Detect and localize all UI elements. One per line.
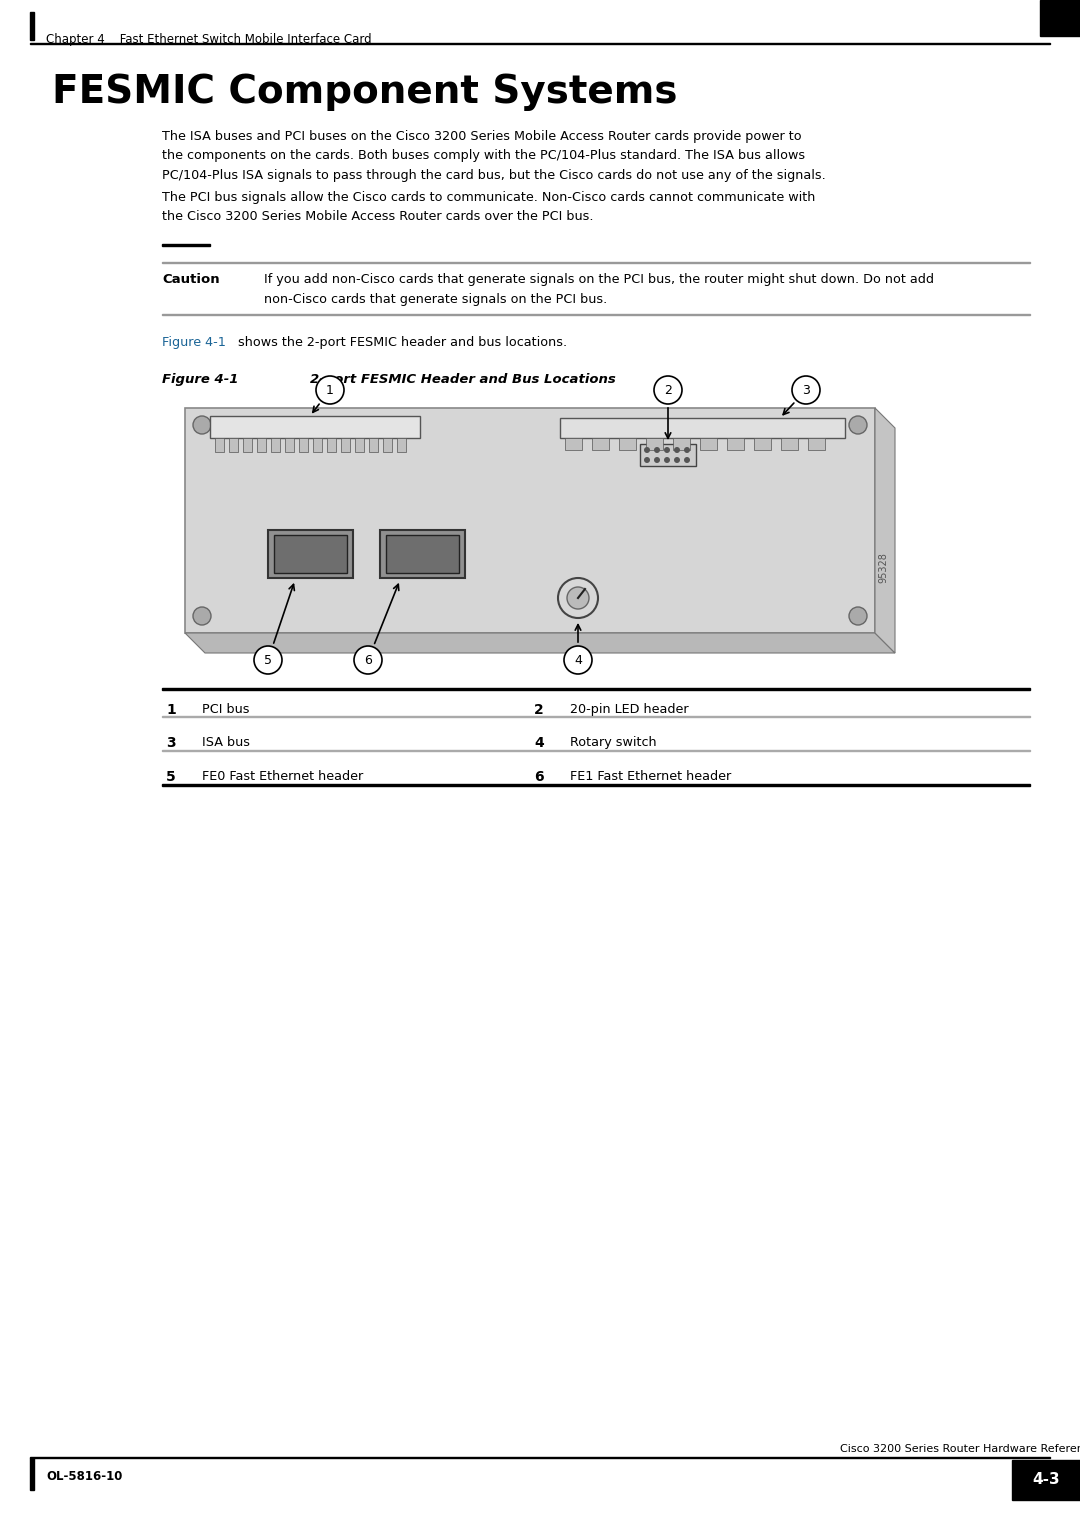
Text: FE0 Fast Ethernet header: FE0 Fast Ethernet header bbox=[202, 770, 363, 782]
Bar bbox=[754, 439, 771, 451]
Circle shape bbox=[644, 448, 650, 452]
Bar bbox=[274, 535, 347, 573]
Bar bbox=[700, 439, 717, 451]
Circle shape bbox=[354, 646, 382, 674]
Text: Figure 4-1: Figure 4-1 bbox=[162, 373, 239, 387]
Bar bbox=[229, 439, 238, 452]
Circle shape bbox=[567, 587, 589, 610]
Text: 95328: 95328 bbox=[878, 553, 888, 584]
Text: Cisco 3200 Series Router Hardware Reference: Cisco 3200 Series Router Hardware Refere… bbox=[840, 1444, 1080, 1455]
Circle shape bbox=[684, 457, 690, 463]
Bar bbox=[162, 784, 1030, 785]
Bar bbox=[640, 445, 696, 466]
Polygon shape bbox=[185, 408, 875, 633]
Circle shape bbox=[849, 607, 867, 625]
Circle shape bbox=[564, 646, 592, 674]
Bar bbox=[30, 12, 33, 40]
Text: 2: 2 bbox=[664, 384, 672, 396]
Circle shape bbox=[654, 457, 660, 463]
Text: 2-port FESMIC Header and Bus Locations: 2-port FESMIC Header and Bus Locations bbox=[310, 373, 616, 387]
Bar bbox=[561, 419, 845, 439]
Bar bbox=[215, 439, 224, 452]
Bar bbox=[673, 439, 690, 451]
Bar bbox=[341, 439, 350, 452]
Bar bbox=[808, 439, 825, 451]
Bar bbox=[380, 530, 465, 578]
Circle shape bbox=[193, 607, 211, 625]
Text: FESMIC Component Systems: FESMIC Component Systems bbox=[52, 73, 677, 112]
Text: 2: 2 bbox=[534, 703, 543, 717]
Bar bbox=[271, 439, 280, 452]
Text: Figure 4-1: Figure 4-1 bbox=[162, 336, 226, 348]
Bar bbox=[1012, 1459, 1080, 1500]
Text: 6: 6 bbox=[534, 770, 543, 784]
Circle shape bbox=[644, 457, 650, 463]
Bar bbox=[162, 243, 210, 246]
Text: shows the 2-port FESMIC header and bus locations.: shows the 2-port FESMIC header and bus l… bbox=[234, 336, 567, 348]
Bar bbox=[210, 416, 420, 439]
Text: 1: 1 bbox=[326, 384, 334, 396]
Text: 5: 5 bbox=[264, 654, 272, 666]
Text: 3: 3 bbox=[802, 384, 810, 396]
Text: PCI bus: PCI bus bbox=[202, 703, 249, 717]
Bar bbox=[313, 439, 322, 452]
Circle shape bbox=[674, 457, 680, 463]
Circle shape bbox=[674, 448, 680, 452]
Text: 6: 6 bbox=[364, 654, 372, 666]
Text: FE1 Fast Ethernet header: FE1 Fast Ethernet header bbox=[570, 770, 731, 782]
Circle shape bbox=[558, 578, 598, 617]
Text: Chapter 4    Fast Ethernet Switch Mobile Interface Card: Chapter 4 Fast Ethernet Switch Mobile In… bbox=[46, 34, 372, 46]
Text: non-Cisco cards that generate signals on the PCI bus.: non-Cisco cards that generate signals on… bbox=[264, 293, 607, 306]
Bar bbox=[565, 439, 582, 451]
Polygon shape bbox=[875, 408, 895, 652]
Circle shape bbox=[654, 448, 660, 452]
Bar bbox=[268, 530, 353, 578]
Bar bbox=[355, 439, 364, 452]
Text: the Cisco 3200 Series Mobile Access Router cards over the PCI bus.: the Cisco 3200 Series Mobile Access Rout… bbox=[162, 211, 594, 223]
Circle shape bbox=[254, 646, 282, 674]
Bar bbox=[327, 439, 336, 452]
Text: PC/104-Plus ISA signals to pass through the card bus, but the Cisco cards do not: PC/104-Plus ISA signals to pass through … bbox=[162, 170, 826, 182]
Circle shape bbox=[849, 416, 867, 434]
Bar bbox=[386, 535, 459, 573]
Text: ISA bus: ISA bus bbox=[202, 736, 249, 749]
Bar bbox=[383, 439, 392, 452]
Bar bbox=[781, 439, 798, 451]
Text: The PCI bus signals allow the Cisco cards to communicate. Non-Cisco cards cannot: The PCI bus signals allow the Cisco card… bbox=[162, 191, 815, 205]
Text: 1: 1 bbox=[166, 703, 176, 717]
Bar bbox=[397, 439, 406, 452]
Bar bbox=[592, 439, 609, 451]
Circle shape bbox=[664, 457, 670, 463]
Text: 4: 4 bbox=[575, 654, 582, 666]
Circle shape bbox=[654, 376, 681, 403]
Text: The ISA buses and PCI buses on the Cisco 3200 Series Mobile Access Router cards : The ISA buses and PCI buses on the Cisco… bbox=[162, 130, 801, 144]
Text: 4: 4 bbox=[534, 736, 543, 750]
Bar bbox=[646, 439, 663, 451]
Bar bbox=[243, 439, 252, 452]
Text: 3: 3 bbox=[166, 736, 176, 750]
Text: Rotary switch: Rotary switch bbox=[570, 736, 657, 749]
Circle shape bbox=[792, 376, 820, 403]
Bar bbox=[727, 439, 744, 451]
Bar bbox=[619, 439, 636, 451]
Circle shape bbox=[193, 416, 211, 434]
Bar bbox=[30, 1458, 33, 1490]
Text: OL-5816-10: OL-5816-10 bbox=[46, 1470, 122, 1484]
Bar bbox=[257, 439, 266, 452]
Circle shape bbox=[316, 376, 345, 403]
Bar bbox=[369, 439, 378, 452]
Text: 20-pin LED header: 20-pin LED header bbox=[570, 703, 689, 717]
Bar bbox=[285, 439, 294, 452]
Polygon shape bbox=[185, 633, 895, 652]
Bar bbox=[1040, 0, 1080, 37]
Circle shape bbox=[664, 448, 670, 452]
Text: If you add non-Cisco cards that generate signals on the PCI bus, the router migh: If you add non-Cisco cards that generate… bbox=[264, 274, 934, 286]
Text: 4-3: 4-3 bbox=[1032, 1473, 1059, 1487]
Text: Caution: Caution bbox=[162, 274, 219, 286]
Text: 5: 5 bbox=[166, 770, 176, 784]
Text: the components on the cards. Both buses comply with the PC/104-Plus standard. Th: the components on the cards. Both buses … bbox=[162, 150, 805, 162]
Bar bbox=[162, 688, 1030, 691]
Bar bbox=[299, 439, 308, 452]
Circle shape bbox=[684, 448, 690, 452]
